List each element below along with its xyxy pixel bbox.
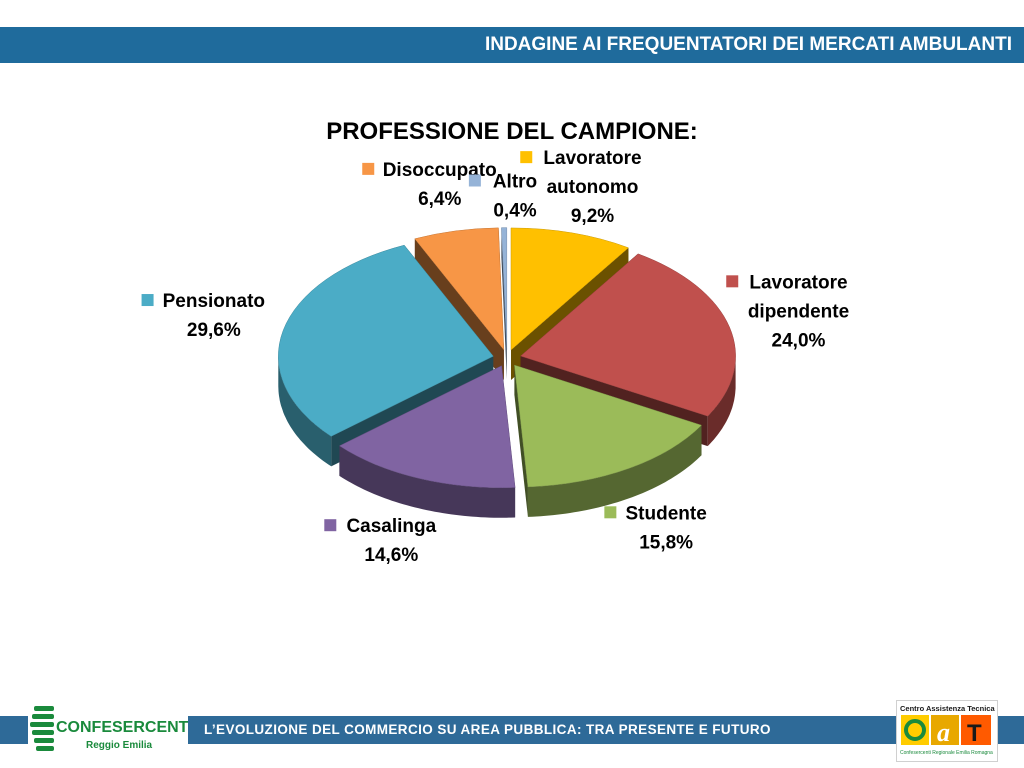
label-text-casalinga-0: Casalinga bbox=[346, 516, 436, 537]
legend-key-pensionato bbox=[141, 294, 154, 307]
logo-left-line2: Reggio Emilia bbox=[86, 740, 153, 751]
label-disoccupato: Disoccupato 6,4% bbox=[362, 160, 497, 210]
logo-right-line2: Confesercenti Regionale Emilia Romagna bbox=[900, 750, 993, 756]
label-value-lavoratore-dipendente: 24,0% bbox=[772, 330, 826, 351]
slice-side-casalinga bbox=[339, 445, 516, 518]
chart-title: PROFESSIONE DEL CAMPIONE: bbox=[326, 118, 698, 145]
label-text-disoccupato-0: Disoccupato bbox=[383, 160, 497, 181]
label-text-lavoratore-dipendente-1: dipendente bbox=[748, 301, 849, 322]
confesercenti-logo: CONFESERCENTI Reggio Emilia bbox=[28, 702, 193, 756]
slice-side-altro bbox=[501, 227, 507, 380]
legend-key-lavoratore-dipendente bbox=[726, 275, 739, 288]
svg-text:a: a bbox=[937, 718, 950, 747]
legend-key-altro bbox=[468, 174, 481, 187]
slice-casalinga bbox=[338, 365, 516, 488]
label-value-disoccupato: 6,4% bbox=[418, 189, 461, 210]
legend-key-casalinga bbox=[324, 519, 337, 532]
label-value-lavoratore-autonomo: 9,2% bbox=[571, 206, 614, 227]
slice-disoccupato bbox=[414, 227, 505, 351]
slice-side-lavoratore-dipendente bbox=[707, 356, 736, 447]
header-title: INDAGINE AI FREQUENTATORI DEI MERCATI AM… bbox=[484, 34, 1012, 55]
header-band: INDAGINE AI FREQUENTATORI DEI MERCATI AM… bbox=[0, 27, 1024, 63]
label-lavoratore-autonomo: Lavoratore autonomo 9,2% bbox=[520, 148, 642, 227]
slice-lavoratore-autonomo bbox=[510, 227, 629, 351]
label-text-lavoratore-dipendente-0: Lavoratore bbox=[749, 272, 847, 293]
label-text-studente-0: Studente bbox=[626, 503, 707, 524]
label-casalinga: Casalinga 14,6% bbox=[324, 516, 437, 566]
label-text-altro-0: Altro bbox=[493, 172, 537, 193]
label-value-studente: 15,8% bbox=[639, 532, 693, 553]
label-text-lavoratore-autonomo-0: Lavoratore bbox=[543, 148, 641, 169]
slice-side-studente bbox=[514, 365, 528, 517]
label-text-pensionato-0: Pensionato bbox=[163, 291, 265, 312]
slice-altro bbox=[501, 227, 508, 350]
legend-key-disoccupato bbox=[362, 162, 375, 175]
slice-studente bbox=[514, 364, 702, 488]
slice-pensionato bbox=[278, 244, 494, 437]
label-pensionato: Pensionato 29,6% bbox=[141, 291, 265, 341]
label-value-altro: 0,4% bbox=[493, 201, 536, 222]
slice-side-studente bbox=[527, 425, 702, 517]
logo-right-line1: Centro Assistenza Tecnica bbox=[900, 704, 995, 713]
legend-key-lavoratore-autonomo bbox=[520, 151, 533, 164]
label-lavoratore-dipendente: Lavoratore dipendente 24,0% bbox=[726, 272, 849, 351]
label-text-lavoratore-autonomo-1: autonomo bbox=[547, 177, 639, 198]
label-altro: Altro 0,4% bbox=[468, 172, 537, 222]
label-studente: Studente 15,8% bbox=[604, 503, 707, 553]
slice-lavoratore-dipendente bbox=[520, 253, 736, 417]
label-value-casalinga: 14,6% bbox=[364, 545, 418, 566]
label-value-pensionato: 29,6% bbox=[187, 320, 241, 341]
cat-logo: Centro Assistenza Tecnica a T Confeserce… bbox=[896, 700, 998, 762]
slice-side-pensionato bbox=[278, 356, 332, 467]
svg-text:T: T bbox=[967, 720, 982, 747]
logo-left-line1: CONFESERCENTI bbox=[56, 719, 188, 736]
footer-subtitle: L’EVOLUZIONE DEL COMMERCIO SU AREA PUBBL… bbox=[204, 722, 771, 737]
legend-key-studente bbox=[604, 506, 617, 519]
